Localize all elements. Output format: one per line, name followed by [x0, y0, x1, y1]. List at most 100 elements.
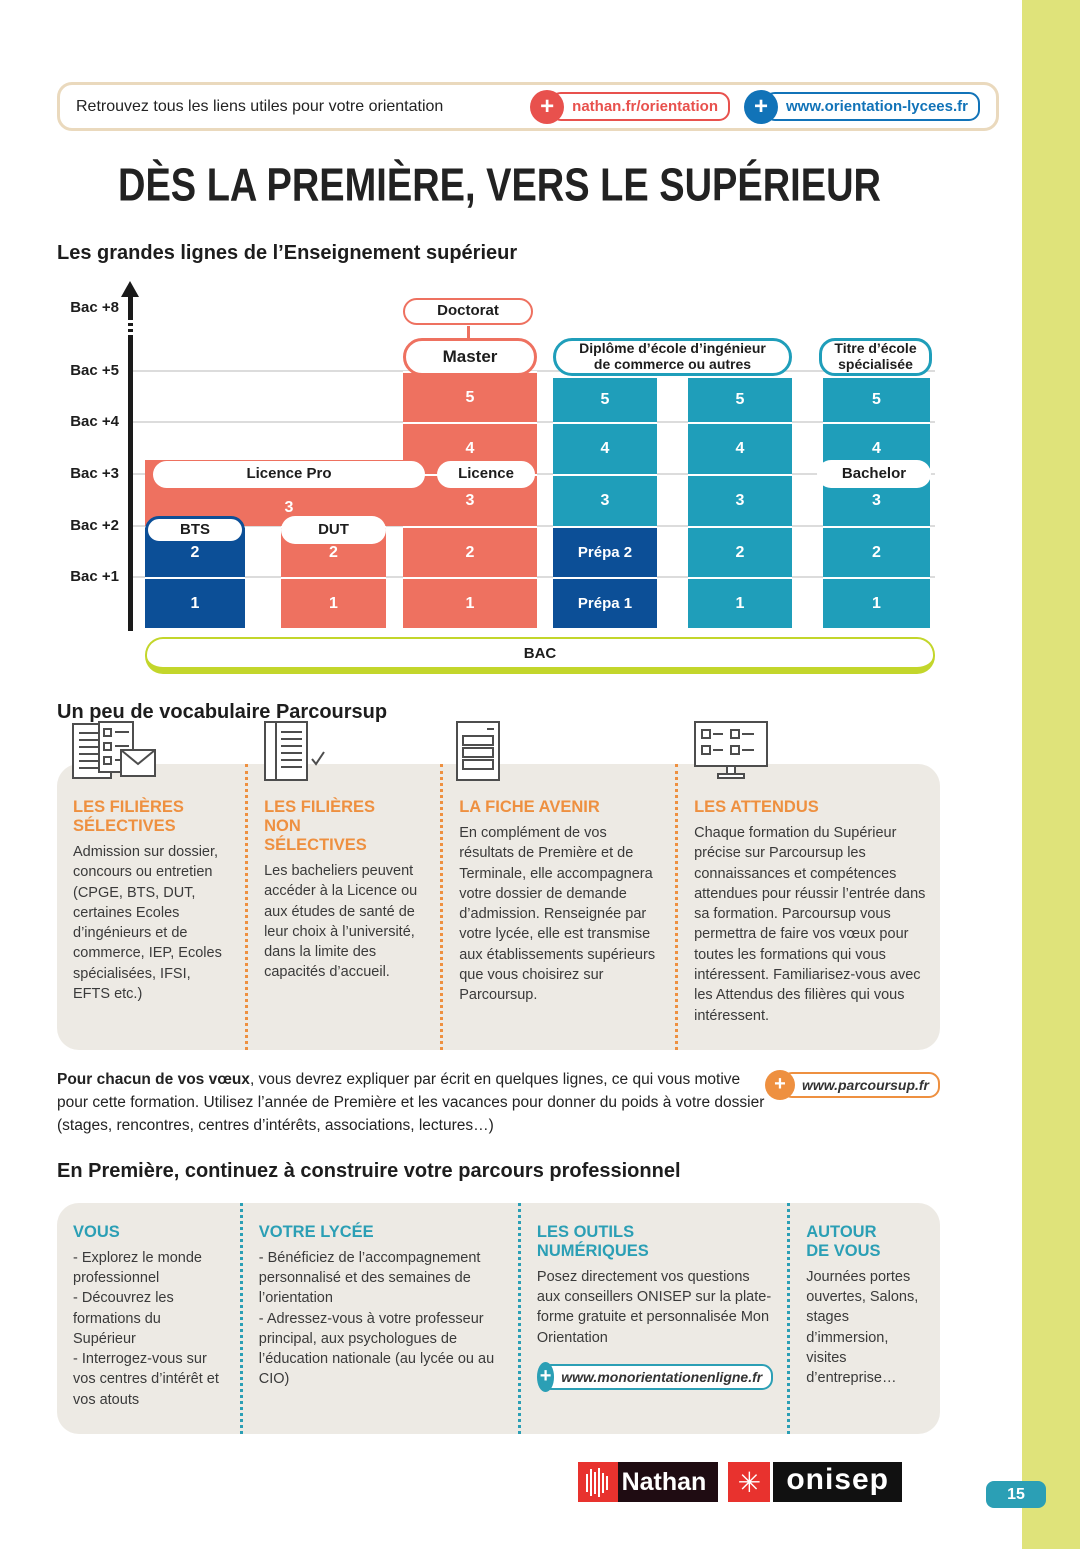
- diagram-cell-dut-1: 1: [281, 577, 386, 628]
- vocab-col-filieres-non-selectives: LES FILIÈRES NON SÉLECTIVES Les bachelie…: [245, 764, 440, 1050]
- axis-label: Bac +3: [70, 465, 119, 482]
- link-monorientationenligne[interactable]: + www.monorientationenligne.fr: [536, 1361, 774, 1392]
- nathan-waveform-icon: [577, 1462, 618, 1503]
- premiere-heading: En Première, continuez à construire votr…: [57, 1159, 681, 1182]
- pill-header-titre: Titre d’école spécialisée: [819, 338, 932, 376]
- pill-licence: Licence: [437, 461, 535, 488]
- page-title: DÈS LA PREMIÈRE, VERS LE SUPÉRIEUR: [118, 160, 881, 212]
- link-parcoursup[interactable]: + www.parcoursup.fr: [764, 1069, 940, 1100]
- premiere-col-title: LES OUTILS NUMÉRIQUES: [536, 1222, 649, 1260]
- pill-bachelor: Bachelor: [817, 460, 931, 488]
- diagram-cell-prepa-4: 4: [553, 422, 657, 474]
- bac-bar: BAC: [145, 637, 935, 674]
- diagram-cell-titre-1: 1: [823, 577, 930, 628]
- diagram-cell-ecole2-2: 2: [688, 526, 792, 577]
- vocab-col-body: Chaque formation du Supérieur précise su…: [694, 824, 926, 1024]
- diagram-cell-titre-5: 5: [823, 376, 930, 422]
- axis-label: Bac +8: [70, 299, 119, 316]
- pill-doctorat: Doctorat: [403, 298, 533, 325]
- monitor-checklist-icon: [693, 720, 773, 782]
- onisep-asterisk-icon: ✳: [728, 1462, 771, 1503]
- pill-licence-pro: Licence Pro: [153, 461, 425, 488]
- diagram-cell-licence-1: 1: [403, 577, 537, 628]
- document-check-icon: [263, 720, 327, 782]
- diagram-cell-ecole2-1: 1: [688, 577, 792, 628]
- premiere-col-vous: VOUS - Explorez le monde professionnel -…: [57, 1203, 240, 1434]
- link-nathan-orientation[interactable]: + nathan.fr/orientation: [530, 89, 730, 124]
- page-number-badge: 15: [986, 1481, 1046, 1508]
- link-label: nathan.fr/orientation: [550, 92, 730, 121]
- premiere-col-body: Journées portes ouvertes, Salons, stages…: [806, 1268, 919, 1387]
- content: Retrouvez tous les liens utiles pour vot…: [57, 0, 999, 1503]
- diagram-cell-ecole2-5: 5: [688, 376, 792, 422]
- vocab-col-body: Admission sur dossier, concours ou entre…: [73, 843, 222, 1003]
- pill-dut: DUT: [281, 516, 386, 544]
- plus-icon: +: [744, 89, 778, 124]
- diagram-cell-licence-5: 5: [403, 371, 537, 422]
- onisep-logo: ✳ onisep: [728, 1462, 902, 1503]
- pill-header-ingenieur: Diplôme d’école d’ingénieur de commerce …: [553, 338, 792, 376]
- vocab-col-body: Les bacheliers peuvent accéder à la Lice…: [264, 862, 418, 981]
- right-edge-strip: [1022, 0, 1080, 1549]
- onisep-wordmark: onisep: [773, 1462, 902, 1503]
- diagram-cell-prepa-2: Prépa 2: [553, 526, 657, 577]
- premiere-col-outils-numeriques: LES OUTILS NUMÉRIQUES Posez directement …: [517, 1202, 787, 1435]
- link-label: www.monorientationenligne.fr: [540, 1363, 774, 1390]
- axis-label: Bac +1: [70, 568, 119, 585]
- diagram-cell-licence-2: 2: [403, 526, 537, 577]
- plus-icon: +: [530, 89, 565, 124]
- diagram-axis-break: [126, 326, 135, 329]
- diagram-cell-ecole2-3: 3: [688, 474, 792, 526]
- premiere-col-title: AUTOUR DE VOUS: [806, 1222, 881, 1260]
- axis-label: Bac +2: [70, 517, 119, 534]
- voeux-lead: Pour chacun de vos vœux: [57, 1070, 250, 1088]
- link-label: www.orientation-lycees.fr: [764, 92, 980, 121]
- vocab-panel: LES FILIÈRES SÉLECTIVES Admission sur do…: [57, 764, 940, 1050]
- pill-master: Master: [403, 338, 537, 376]
- banner-text: Retrouvez tous les liens utiles pour vot…: [76, 97, 444, 115]
- diagram-axis-break: [126, 320, 135, 323]
- voeux-block: Pour chacun de vos vœux, vous devrez exp…: [57, 1068, 940, 1138]
- vocab-col-title: LES FILIÈRES NON SÉLECTIVES: [264, 798, 376, 854]
- nathan-wordmark: Nathan: [617, 1462, 719, 1503]
- vocab-col-body: En complément de vos résultats de Premiè…: [459, 824, 656, 1004]
- vocab-col-attendus: LES ATTENDUS Chaque formation du Supérie…: [675, 764, 940, 1050]
- premiere-col-body: - Bénéficiez de l’accompagnement personn…: [258, 1249, 495, 1388]
- diagram-axis-break: [126, 332, 135, 335]
- premiere-col-title: VOUS: [73, 1222, 120, 1241]
- plus-icon: +: [764, 1069, 795, 1100]
- link-orientation-lycees[interactable]: + www.orientation-lycees.fr: [744, 89, 980, 124]
- axis-label: Bac +4: [70, 413, 119, 430]
- voeux-paragraph: Pour chacun de vos vœux, vous devrez exp…: [57, 1068, 765, 1138]
- vocab-col-filieres-selectives: LES FILIÈRES SÉLECTIVES Admission sur do…: [57, 764, 245, 1050]
- vocab-panel-wrap: LES FILIÈRES SÉLECTIVES Admission sur do…: [57, 721, 940, 1050]
- vocab-col-title: LES FILIÈRES SÉLECTIVES: [73, 798, 184, 835]
- education-levels-diagram: Bac +8 Bac +5 Bac +4 Bac +3 Bac +2 Bac +1 3 2 1 2…: [57, 281, 942, 679]
- axis-label: Bac +5: [70, 362, 119, 379]
- form-stack-icon: [455, 720, 505, 782]
- premiere-col-title: VOTRE LYCÉE: [258, 1222, 374, 1241]
- link-label: www.parcoursup.fr: [780, 1071, 940, 1098]
- checklist-envelope-icon: [71, 720, 157, 782]
- vocab-col-title: LA FICHE AVENIR: [459, 798, 600, 816]
- diagram-heading: Les grandes lignes de l’Enseignement sup…: [57, 242, 518, 264]
- plus-icon: +: [536, 1361, 555, 1392]
- logos-row: Nathan ✳ onisep: [57, 1462, 902, 1503]
- premiere-col-lycee: VOTRE LYCÉE - Bénéficiez de l’accompagne…: [239, 1202, 518, 1435]
- nathan-logo: Nathan: [577, 1462, 719, 1503]
- premiere-col-body: Posez directement vos questions aux cons…: [536, 1268, 772, 1346]
- premiere-panel: VOUS - Explorez le monde professionnel -…: [57, 1202, 940, 1435]
- diagram-cell-bts-1: 1: [145, 577, 245, 628]
- premiere-col-autour-de-vous: AUTOUR DE VOUS Journées portes ouvertes,…: [787, 1202, 940, 1435]
- doctorat-master-connector: [467, 326, 470, 338]
- premiere-panel-wrap: VOUS - Explorez le monde professionnel -…: [57, 1202, 940, 1435]
- vocab-col-fiche-avenir: LA FICHE AVENIR En complément de vos rés…: [440, 764, 675, 1050]
- diagram-cell-prepa-1: Prépa 1: [553, 577, 657, 628]
- diagram-cell-ecole2-4: 4: [688, 422, 792, 474]
- diagram-cell-prepa-3: 3: [553, 474, 657, 526]
- voeux-rest: , vous devrez expliquer par écrit en que…: [57, 1070, 765, 1135]
- vocab-col-title: LES ATTENDUS: [694, 798, 819, 816]
- diagram-axis: [128, 293, 133, 631]
- diagram-axis-arrow-icon: [121, 281, 139, 297]
